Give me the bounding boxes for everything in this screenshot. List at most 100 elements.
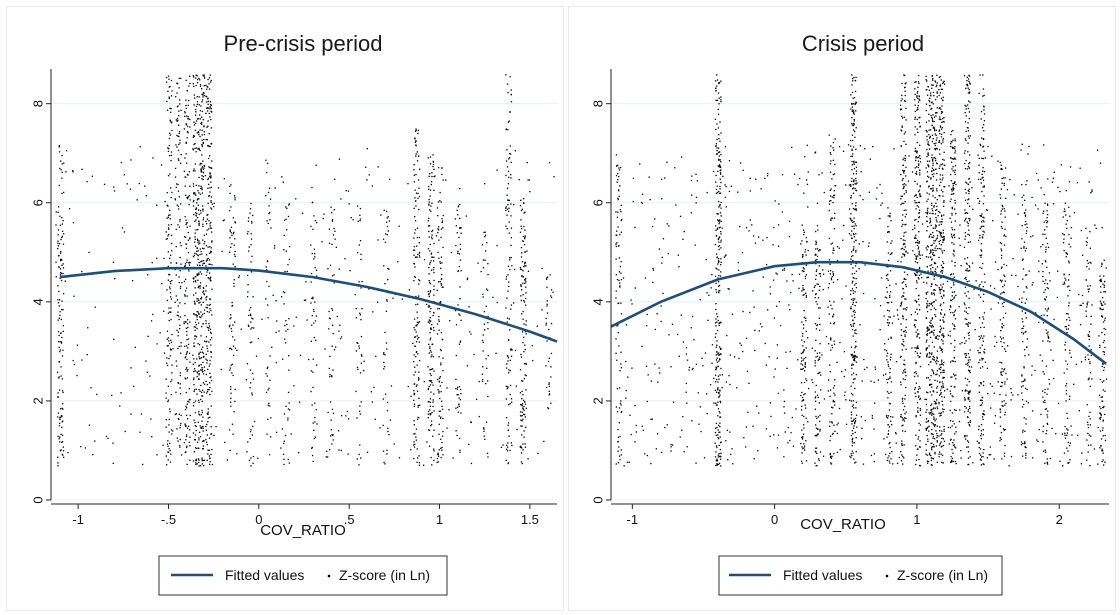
scatter-point bbox=[815, 356, 817, 358]
scatter-point bbox=[930, 108, 932, 110]
scatter-point bbox=[179, 103, 181, 105]
scatter-point bbox=[205, 233, 208, 235]
scatter-point bbox=[931, 87, 933, 89]
scatter-point bbox=[203, 138, 205, 141]
scatter-point bbox=[939, 346, 941, 348]
scatter-point bbox=[850, 417, 852, 419]
scatter-point bbox=[852, 267, 854, 269]
scatter-point bbox=[521, 398, 523, 400]
scatter-point bbox=[288, 355, 290, 357]
scatter-point bbox=[801, 405, 803, 407]
scatter-point bbox=[932, 390, 934, 392]
scatter-point bbox=[902, 430, 904, 432]
scatter-point bbox=[188, 401, 190, 403]
scatter-point bbox=[250, 314, 252, 317]
scatter-point bbox=[59, 389, 61, 391]
scatter-point bbox=[620, 410, 623, 413]
scatter-point bbox=[926, 330, 928, 332]
scatter-point bbox=[852, 184, 854, 186]
scatter-point bbox=[719, 275, 722, 277]
scatter-point bbox=[201, 187, 203, 189]
scatter-point bbox=[951, 360, 953, 362]
scatter-point bbox=[170, 122, 172, 124]
scatter-point bbox=[167, 279, 169, 281]
scatter-point bbox=[939, 442, 941, 445]
scatter-point bbox=[855, 301, 857, 303]
scatter-point bbox=[313, 437, 315, 440]
scatter-point bbox=[330, 419, 332, 421]
scatter-point bbox=[186, 173, 189, 176]
scatter-point bbox=[917, 391, 919, 393]
scatter-point bbox=[855, 76, 857, 79]
scatter-point bbox=[940, 441, 942, 443]
scatter-point bbox=[169, 286, 171, 288]
scatter-point bbox=[283, 234, 285, 237]
scatter-point bbox=[436, 458, 438, 460]
scatter-point bbox=[432, 343, 434, 345]
scatter-point bbox=[889, 215, 891, 217]
scatter-point bbox=[929, 137, 931, 139]
scatter-point bbox=[177, 382, 180, 384]
scatter-point bbox=[519, 231, 522, 233]
scatter-point bbox=[268, 205, 270, 207]
scatter-point bbox=[951, 212, 953, 215]
scatter-point bbox=[938, 248, 940, 250]
scatter-point bbox=[918, 163, 920, 165]
scatter-point bbox=[933, 205, 935, 207]
scatter-point bbox=[284, 324, 286, 327]
scatter-point bbox=[819, 275, 822, 277]
scatter-point bbox=[720, 161, 722, 163]
scatter-point bbox=[375, 355, 377, 357]
scatter-point bbox=[854, 378, 856, 380]
scatter-point bbox=[936, 163, 938, 165]
scatter-point bbox=[523, 430, 525, 432]
scatter-point bbox=[168, 451, 170, 453]
scatter-point bbox=[440, 416, 442, 418]
scatter-point bbox=[815, 243, 817, 245]
scatter-point bbox=[347, 190, 350, 192]
scatter-point bbox=[165, 378, 167, 380]
scatter-point bbox=[234, 250, 236, 253]
scatter-point bbox=[942, 191, 944, 193]
scatter-point bbox=[938, 130, 940, 132]
scatter-point bbox=[934, 420, 936, 422]
scatter-point bbox=[265, 195, 267, 197]
scatter-point bbox=[886, 309, 889, 311]
scatter-point bbox=[914, 126, 916, 128]
scatter-point bbox=[834, 404, 836, 406]
scatter-point bbox=[506, 194, 508, 196]
scatter-point bbox=[889, 294, 891, 297]
scatter-point bbox=[196, 298, 198, 300]
scatter-point bbox=[718, 453, 720, 455]
scatter-point bbox=[356, 417, 358, 419]
scatter-point bbox=[817, 372, 819, 375]
scatter-point bbox=[615, 297, 617, 299]
scatter-point bbox=[344, 258, 346, 260]
scatter-point bbox=[934, 438, 936, 440]
scatter-point bbox=[832, 432, 834, 435]
scatter-point bbox=[208, 341, 210, 343]
scatter-point bbox=[714, 456, 717, 458]
scatter-point bbox=[943, 80, 945, 82]
scatter-point bbox=[210, 433, 213, 435]
scatter-point bbox=[209, 298, 211, 300]
scatter-point bbox=[298, 401, 301, 403]
scatter-point bbox=[930, 250, 932, 252]
scatter-point bbox=[180, 77, 182, 80]
scatter-point bbox=[207, 246, 209, 248]
scatter-point bbox=[524, 446, 527, 448]
scatter-point bbox=[287, 215, 290, 218]
scatter-point bbox=[933, 329, 935, 331]
scatter-point bbox=[416, 448, 418, 450]
scatter-point bbox=[198, 286, 200, 288]
scatter-point bbox=[952, 460, 954, 463]
scatter-point bbox=[440, 256, 443, 258]
scatter-point bbox=[179, 142, 181, 144]
scatter-point bbox=[205, 425, 207, 428]
scatter-point bbox=[955, 213, 957, 215]
scatter-point bbox=[935, 245, 937, 247]
scatter-point bbox=[716, 316, 719, 318]
scatter-point bbox=[198, 374, 200, 376]
scatter-point bbox=[188, 171, 190, 173]
scatter-point bbox=[189, 321, 191, 323]
